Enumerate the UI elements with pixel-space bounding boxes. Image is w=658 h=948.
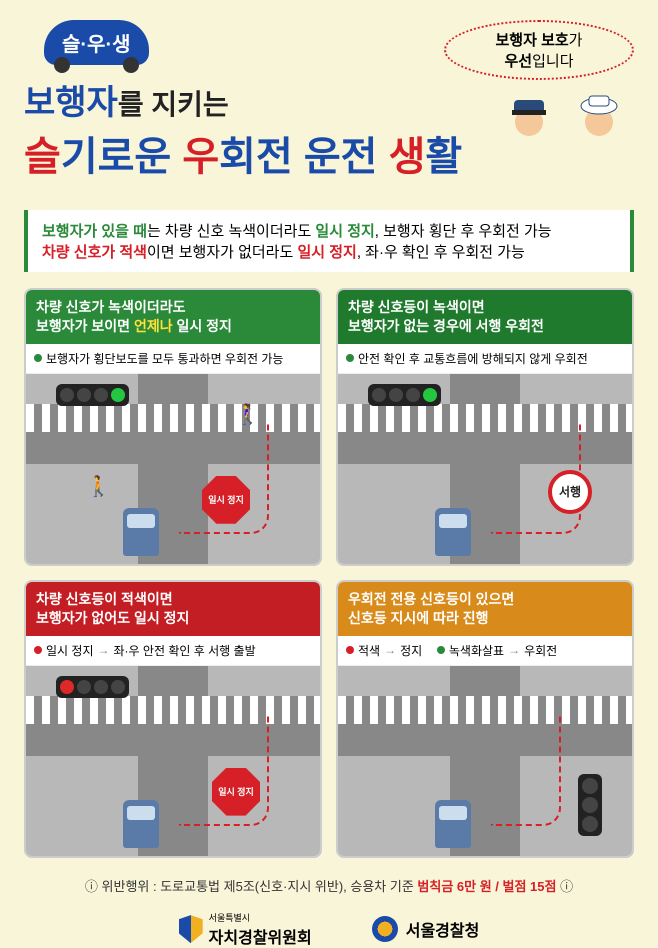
shield-icon: [179, 915, 203, 943]
penalty-note: ⓘ 위반행위 : 도로교통법 제5조(신호·지시 위반), 승용차 기준 범칙금…: [24, 876, 634, 895]
officer-icons: [504, 90, 624, 140]
car-badge: 슬·우·생: [44, 20, 149, 65]
car-icon: [123, 508, 159, 556]
panel-grid: 차량 신호가 녹색이더라도 보행자가 보이면 언제나 일시 정지 보행자가 횡단…: [24, 288, 634, 858]
logo-committee: 서울특별시 자치경찰위원회: [179, 911, 312, 948]
logo-police: 서울경찰청: [372, 916, 480, 942]
priority-callout: 보행자 보호가 우선입니다: [444, 20, 634, 80]
police-emblem-icon: [372, 916, 398, 942]
panel-4: 우회전 전용 신호등이 있으면 신호등 지시에 따라 진행 적색→정지 녹색화살…: [336, 580, 634, 858]
panel-2: 차량 신호등이 녹색이면 보행자가 없는 경우에 서행 우회전 안전 확인 후 …: [336, 288, 634, 566]
panel-3: 차량 신호등이 적색이면 보행자가 없어도 일시 정지 일시 정지 →좌·우 안…: [24, 580, 322, 858]
right-turn-signal-icon: [578, 774, 602, 836]
traffic-light-icon: [56, 384, 129, 406]
stop-sign: 일시 정지: [202, 476, 250, 524]
header: 슬·우·생 보행자 보호가 우선입니다 보행자를 지키는 슬기로운 우회전 운전…: [24, 20, 634, 200]
rule-summary: 보행자가 있을 때는 차량 신호 녹색이더라도 일시 정지, 보행자 횡단 후 …: [24, 210, 634, 272]
footer: 서울특별시 자치경찰위원회 서울경찰청: [24, 911, 634, 948]
slow-sign: 서행: [548, 470, 592, 514]
panel-1: 차량 신호가 녹색이더라도 보행자가 보이면 언제나 일시 정지 보행자가 횡단…: [24, 288, 322, 566]
